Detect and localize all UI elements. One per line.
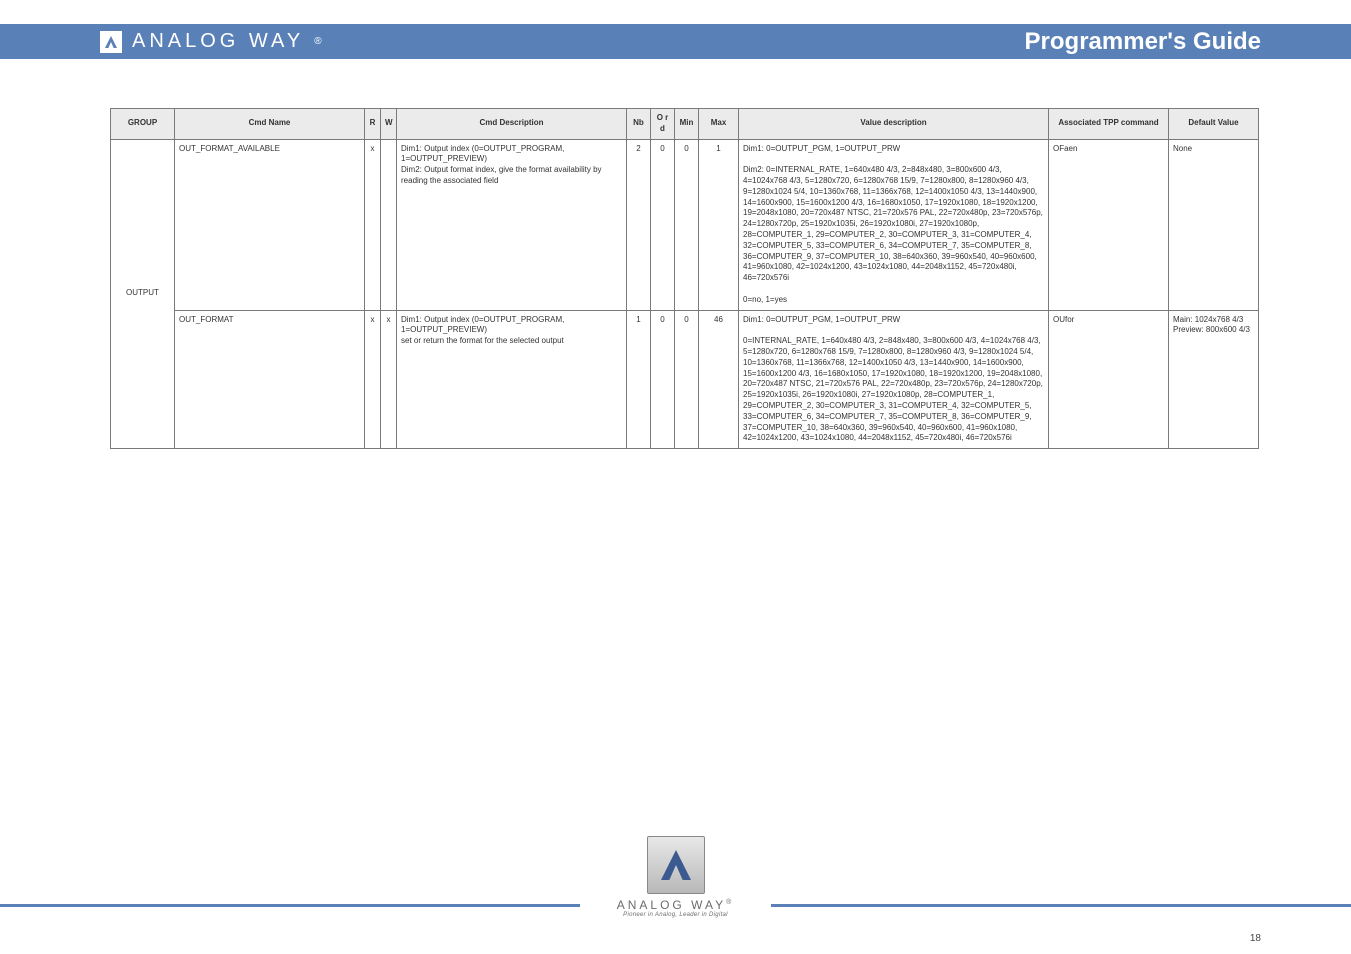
- footer-rule-right: [771, 904, 1351, 907]
- col-min: Min: [675, 109, 699, 140]
- cell-desc-text: Dim1: Output index (0=OUTPUT_PROGRAM, 1=…: [401, 315, 622, 347]
- header-banner: ANALOG WAY ® Programmer's Guide: [0, 24, 1351, 59]
- cell-desc: Dim1: Output index (0=OUTPUT_PROGRAM, 1=…: [397, 139, 627, 310]
- cell-associated: OUfor: [1049, 310, 1169, 449]
- cell-desc-text: Dim1: Output index (0=OUTPUT_PROGRAM, 1=…: [401, 144, 622, 187]
- cell-max: 46: [699, 310, 739, 449]
- col-r: R: [365, 109, 381, 140]
- table-row: OUT_FORMAT x x Dim1: Output index (0=OUT…: [111, 310, 1259, 449]
- page-number: 18: [1250, 933, 1261, 944]
- cell-values-text: Dim1: 0=OUTPUT_PGM, 1=OUTPUT_PRW 0=INTER…: [743, 315, 1044, 445]
- command-table: GROUP Cmd Name R W Cmd Description Nb O …: [110, 108, 1259, 449]
- col-values: Value description: [739, 109, 1049, 140]
- cell-r: x: [365, 139, 381, 310]
- cell-cmd-name: OUT_FORMAT: [175, 310, 365, 449]
- footer: ANALOG WAY® Pioneer in Analog, Leader in…: [0, 836, 1351, 926]
- cell-associated: OFaen: [1049, 139, 1169, 310]
- footer-logo-icon: [647, 836, 705, 894]
- col-default: Default Value: [1169, 109, 1259, 140]
- cell-default: None: [1169, 139, 1259, 310]
- cell-nb: 1: [627, 310, 651, 449]
- table-header-row: GROUP Cmd Name R W Cmd Description Nb O …: [111, 109, 1259, 140]
- footer-brand: ANALOG WAY®: [586, 898, 766, 912]
- footer-tagline: Pioneer in Analog, Leader in Digital: [586, 912, 766, 918]
- cell-w: [381, 139, 397, 310]
- cell-w: x: [381, 310, 397, 449]
- cell-r: x: [365, 310, 381, 449]
- col-nb: Nb: [627, 109, 651, 140]
- col-w: W: [381, 109, 397, 140]
- cell-min: 0: [675, 310, 699, 449]
- cell-desc: Dim1: Output index (0=OUTPUT_PROGRAM, 1=…: [397, 310, 627, 449]
- page-title: Programmer's Guide: [1025, 28, 1261, 56]
- brand-logo-icon: [100, 31, 122, 53]
- footer-rule-left: [0, 904, 580, 907]
- cell-values: Dim1: 0=OUTPUT_PGM, 1=OUTPUT_PRW 0=INTER…: [739, 310, 1049, 449]
- col-cmd-name: Cmd Name: [175, 109, 365, 140]
- cell-default: Main: 1024x768 4/3 Preview: 800x600 4/3: [1169, 310, 1259, 449]
- footer-registered: ®: [726, 899, 734, 906]
- col-desc: Cmd Description: [397, 109, 627, 140]
- cell-ord: 0: [651, 310, 675, 449]
- footer-brand-text: ANALOG WAY: [617, 898, 726, 912]
- table-row: OUTPUT OUT_FORMAT_AVAILABLE x Dim1: Outp…: [111, 139, 1259, 310]
- brand-block: ANALOG WAY ®: [100, 30, 322, 53]
- cell-values-text: Dim1: 0=OUTPUT_PGM, 1=OUTPUT_PRW Dim2: 0…: [743, 144, 1044, 306]
- brand-registered: ®: [314, 36, 321, 47]
- footer-logo-block: ANALOG WAY® Pioneer in Analog, Leader in…: [586, 836, 766, 918]
- cell-cmd-name: OUT_FORMAT_AVAILABLE: [175, 139, 365, 310]
- command-table-wrap: GROUP Cmd Name R W Cmd Description Nb O …: [110, 108, 1258, 449]
- cell-values: Dim1: 0=OUTPUT_PGM, 1=OUTPUT_PRW Dim2: 0…: [739, 139, 1049, 310]
- col-associated: Associated TPP command: [1049, 109, 1169, 140]
- cell-max: 1: [699, 139, 739, 310]
- cell-nb: 2: [627, 139, 651, 310]
- cell-min: 0: [675, 139, 699, 310]
- col-max: Max: [699, 109, 739, 140]
- col-group: GROUP: [111, 109, 175, 140]
- cell-ord: 0: [651, 139, 675, 310]
- cell-group: OUTPUT: [111, 139, 175, 449]
- col-ord: O r d: [651, 109, 675, 140]
- brand-name: ANALOG WAY: [132, 30, 304, 53]
